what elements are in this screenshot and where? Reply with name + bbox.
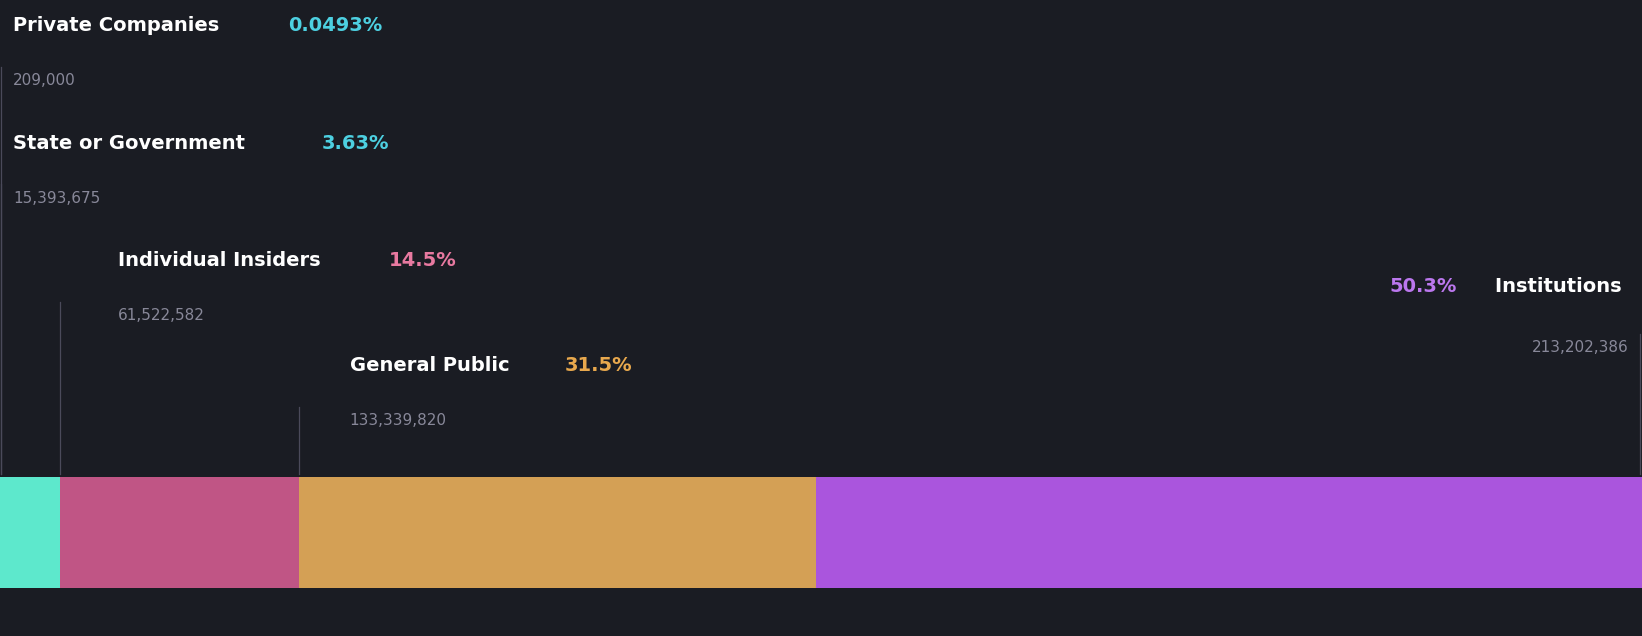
Text: 3.63%: 3.63% [322, 134, 389, 153]
FancyBboxPatch shape [816, 477, 1642, 588]
Text: 31.5%: 31.5% [565, 356, 632, 375]
FancyBboxPatch shape [0, 477, 61, 588]
Text: Institutions: Institutions [1496, 277, 1629, 296]
Text: 14.5%: 14.5% [389, 251, 456, 270]
Text: Private Companies: Private Companies [13, 16, 227, 35]
Text: 133,339,820: 133,339,820 [350, 413, 447, 429]
Text: 213,202,386: 213,202,386 [1532, 340, 1629, 356]
FancyBboxPatch shape [299, 477, 816, 588]
Text: 15,393,675: 15,393,675 [13, 191, 100, 206]
Text: 0.0493%: 0.0493% [287, 16, 383, 35]
Text: 209,000: 209,000 [13, 73, 76, 88]
Text: State or Government: State or Government [13, 134, 251, 153]
Text: 50.3%: 50.3% [1389, 277, 1456, 296]
Text: Individual Insiders: Individual Insiders [118, 251, 328, 270]
Text: 61,522,582: 61,522,582 [118, 308, 205, 324]
FancyBboxPatch shape [61, 477, 299, 588]
Text: General Public: General Public [350, 356, 516, 375]
